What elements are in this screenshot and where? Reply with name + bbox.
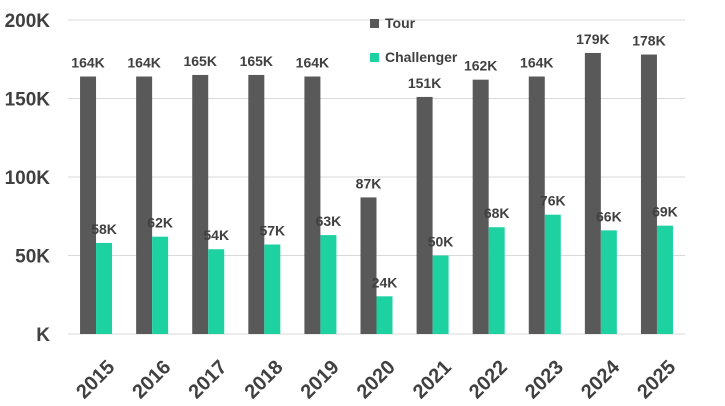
y-tick-label: K bbox=[36, 325, 50, 346]
data-label-challenger: 54K bbox=[203, 227, 229, 243]
legend-swatch-tour bbox=[370, 19, 379, 28]
data-label-challenger: 58K bbox=[91, 221, 117, 237]
bars bbox=[80, 52, 673, 335]
data-label-challenger: 68K bbox=[484, 205, 510, 221]
bar-tour bbox=[472, 79, 489, 334]
y-tick-label: 200K bbox=[5, 11, 51, 32]
bar-challenger bbox=[656, 225, 673, 334]
y-tick-label: 50K bbox=[15, 247, 50, 268]
data-label-tour: 164K bbox=[127, 55, 160, 71]
bar-challenger bbox=[544, 214, 561, 334]
x-tick-label: 2024 bbox=[577, 356, 625, 404]
x-tick-label: 2025 bbox=[633, 356, 680, 403]
x-tick-label: 2020 bbox=[353, 356, 400, 403]
data-labels: 164K 58K 164K 62K 165K 54K 165K 57K 164K 63K 87K 24… bbox=[71, 31, 677, 290]
bar-challenger bbox=[432, 255, 449, 334]
bar-tour bbox=[640, 54, 657, 334]
y-tick-label: 150K bbox=[5, 90, 51, 111]
bar-challenger bbox=[376, 296, 393, 334]
bar-tour bbox=[248, 74, 265, 334]
x-axis-ticks: 2015 2016 2017 2018 2019 2020 2021 2022 2023 2024… bbox=[72, 356, 680, 404]
bar-tour bbox=[360, 197, 377, 334]
x-tick-label: 2016 bbox=[128, 356, 175, 403]
y-axis-ticks: K 50K 100K 150K 200K bbox=[5, 11, 51, 346]
data-label-challenger: 69K bbox=[652, 204, 678, 220]
legend-label-tour: Tour bbox=[385, 15, 416, 31]
bar-challenger bbox=[96, 242, 113, 334]
x-tick-label: 2017 bbox=[184, 356, 231, 403]
legend-label-challenger: Challenger bbox=[385, 49, 458, 65]
x-tick-label: 2018 bbox=[241, 356, 288, 403]
bar-tour bbox=[584, 52, 601, 334]
legend: Tour Challenger bbox=[370, 15, 458, 65]
bar-challenger bbox=[488, 227, 505, 334]
data-label-challenger: 50K bbox=[428, 234, 454, 250]
x-tick-label: 2021 bbox=[409, 356, 456, 403]
data-label-tour: 164K bbox=[71, 55, 104, 71]
bar-challenger bbox=[600, 230, 617, 334]
bar-tour bbox=[528, 76, 545, 335]
data-label-tour: 151K bbox=[408, 75, 441, 91]
bar-challenger bbox=[152, 236, 169, 334]
legend-swatch-challenger bbox=[370, 53, 379, 62]
data-label-tour: 162K bbox=[464, 58, 497, 74]
bar-challenger bbox=[264, 244, 281, 334]
bar-tour bbox=[192, 74, 209, 334]
x-tick-label: 2022 bbox=[465, 356, 512, 403]
data-label-challenger: 24K bbox=[372, 274, 398, 290]
bar-challenger bbox=[208, 249, 225, 334]
data-label-tour: 165K bbox=[240, 53, 273, 69]
x-tick-label: 2023 bbox=[521, 356, 568, 403]
bar-tour bbox=[304, 76, 321, 335]
bar-tour bbox=[136, 76, 153, 335]
x-tick-label: 2015 bbox=[72, 356, 119, 403]
bar-challenger bbox=[320, 235, 337, 334]
data-label-challenger: 66K bbox=[596, 208, 622, 224]
bar-tour bbox=[80, 76, 97, 335]
data-label-challenger: 63K bbox=[316, 213, 342, 229]
data-label-tour: 179K bbox=[576, 31, 609, 47]
data-label-challenger: 57K bbox=[259, 223, 285, 239]
y-tick-label: 100K bbox=[5, 168, 51, 189]
bar-tour bbox=[416, 96, 433, 335]
data-label-challenger: 62K bbox=[147, 215, 173, 231]
x-tick-label: 2019 bbox=[297, 356, 344, 403]
data-label-tour: 178K bbox=[632, 33, 665, 49]
data-label-tour: 165K bbox=[183, 53, 216, 69]
data-label-tour: 164K bbox=[296, 55, 329, 71]
data-label-tour: 164K bbox=[520, 55, 553, 71]
data-label-tour: 87K bbox=[356, 175, 382, 191]
data-label-challenger: 76K bbox=[540, 193, 566, 209]
